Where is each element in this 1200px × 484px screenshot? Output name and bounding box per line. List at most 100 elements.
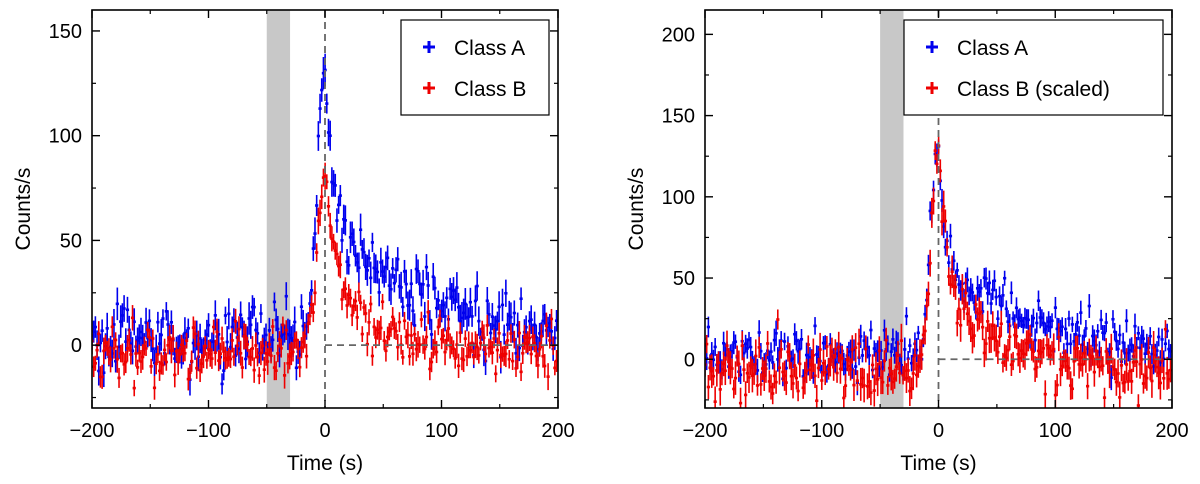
left-data-point [279, 338, 283, 358]
left-data-point [154, 353, 158, 375]
right-data-point [1148, 327, 1152, 346]
right-data-point [1146, 336, 1151, 368]
right-data-point [774, 320, 778, 346]
left-data-point [401, 349, 405, 365]
left-data-point [159, 319, 163, 351]
left-legend-box [400, 19, 550, 116]
right-data-point [1163, 336, 1168, 352]
left-data-point [124, 350, 128, 374]
right-x-tick-label: −200 [682, 420, 727, 442]
right-data-point [870, 354, 875, 376]
right-data-point [733, 334, 738, 349]
right-data-point [1163, 320, 1168, 339]
left-data-point [538, 341, 542, 357]
right-data-point [706, 374, 710, 400]
right-data-point [747, 361, 751, 394]
left-data-point [358, 213, 363, 246]
left-data-point [136, 359, 140, 376]
right-data-point [1101, 356, 1105, 376]
left-data-point [244, 348, 248, 370]
right-data-point [1152, 330, 1156, 365]
right-data-point [840, 345, 844, 372]
right-data-point [994, 288, 998, 306]
left-data-point [426, 271, 430, 300]
left-data-point [532, 334, 537, 353]
left-y-tick-label: 0 [71, 335, 82, 357]
right-data-point [796, 380, 800, 402]
left-data-point [396, 247, 400, 272]
right-data-point [816, 357, 821, 379]
right-data-point [733, 361, 738, 395]
right-data-point [926, 281, 931, 307]
left-data-point [311, 302, 315, 323]
right-data-point [842, 386, 846, 408]
left-data-point [521, 342, 525, 364]
left-data-point [293, 306, 297, 338]
right-data-point [908, 338, 912, 353]
left-data-point [93, 355, 97, 371]
right-data-point [1136, 394, 1140, 408]
right-data-point [815, 384, 819, 408]
right-data-point [1075, 335, 1080, 362]
left-data-point [267, 332, 271, 357]
right-data-point [835, 363, 839, 383]
left-data-point [166, 310, 170, 339]
right-data-point [832, 353, 836, 381]
left-x-tick-label: −100 [186, 420, 231, 442]
left-data-point [266, 348, 270, 375]
right-panel: −200 −100 0 100 200 0 50 100 150 200 Time (s) Cou… [625, 9, 1189, 475]
right-data-point [1150, 364, 1154, 398]
right-data-point [1118, 324, 1122, 346]
left-data-point [115, 287, 119, 321]
right-data-point [1124, 348, 1129, 381]
right-data-point [1057, 323, 1061, 352]
left-data-point [316, 121, 320, 151]
right-data-point [1009, 281, 1014, 305]
left-data-point [205, 351, 209, 369]
right-shaded-region [880, 10, 904, 408]
right-data-point [764, 354, 768, 383]
left-data-point [335, 208, 339, 233]
right-legend-box [903, 19, 1164, 116]
left-data-point [543, 354, 547, 378]
left-data-point [529, 305, 533, 335]
left-data-point [502, 324, 506, 345]
left-data-point [144, 340, 148, 356]
right-data-point [923, 317, 927, 345]
right-data-point [974, 294, 978, 315]
left-data-point [458, 322, 462, 343]
right-data-point [931, 187, 936, 215]
left-data-point [370, 232, 375, 253]
left-data-point [470, 305, 474, 327]
right-data-point [1069, 333, 1073, 355]
left-data-point [149, 358, 153, 374]
right-data-point [1067, 356, 1071, 380]
right-data-point [784, 370, 788, 396]
right-data-point [997, 286, 1002, 307]
left-data-point [141, 344, 145, 370]
left-data-point [186, 318, 190, 338]
left-data-point [156, 345, 160, 364]
right-data-point [1070, 316, 1074, 333]
right-data-point [1028, 325, 1032, 344]
left-data-point [244, 323, 248, 350]
left-data-point [274, 361, 278, 381]
right-data-point [1104, 338, 1108, 365]
right-data-point [881, 370, 885, 395]
right-y-tick-label: 150 [662, 106, 695, 128]
left-data-point [386, 245, 390, 271]
right-x-tick-label: −100 [799, 420, 844, 442]
right-data-point [981, 314, 985, 341]
right-data-point [877, 336, 881, 366]
left-data-point [252, 297, 256, 317]
left-data-point [259, 304, 263, 324]
right-data-point [1031, 340, 1036, 363]
left-data-point [304, 343, 309, 369]
left-data-point [232, 347, 236, 366]
right-data-point [738, 387, 743, 408]
left-data-point [527, 325, 532, 352]
left-data-point [402, 311, 407, 330]
right-data-point [1136, 326, 1140, 341]
right-data-point [830, 337, 834, 367]
left-data-point [100, 364, 104, 389]
